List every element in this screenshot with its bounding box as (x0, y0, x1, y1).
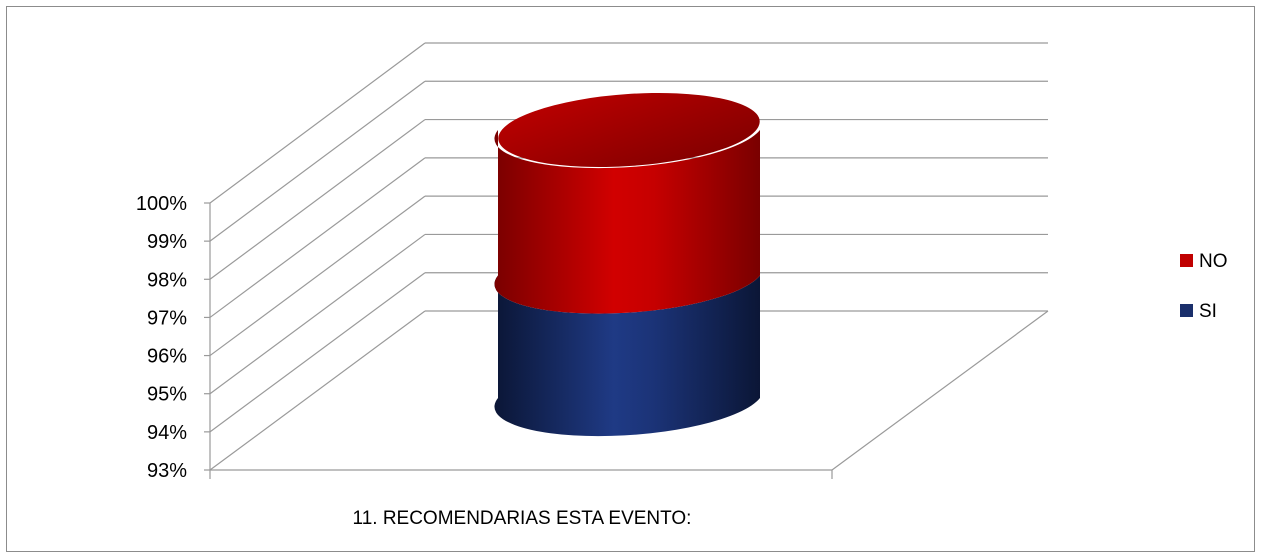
bar-segment-si (494, 275, 760, 437)
legend-swatch-si (1180, 304, 1193, 317)
axis-layer: 93% 94% 95% 96% 97% 98% 99% 100% 11. RECOMENDARI… (136, 193, 692, 529)
legend-label-si: SI (1199, 301, 1217, 322)
y-tick-label: 96% (147, 346, 187, 368)
floor-right-edge (831, 310, 1049, 471)
legend-layer: NO SI (1180, 251, 1228, 322)
gridline-side (209, 310, 426, 471)
bar-segment-no (494, 130, 760, 314)
legend-swatch-no (1180, 254, 1193, 267)
gridline-side (209, 157, 426, 318)
y-tick-label: 93% (147, 460, 187, 482)
legend-label-no: NO (1199, 251, 1228, 272)
category-label: 11. RECOMENDARIAS ESTA EVENTO: (353, 508, 692, 529)
y-tick-label: 99% (147, 231, 187, 253)
gridline-side (209, 42, 426, 204)
gridline-side (209, 80, 426, 242)
y-tick-label: 98% (147, 269, 187, 291)
y-tick-label: 100% (136, 193, 187, 215)
bar-top-cap-no (498, 92, 760, 168)
gridline-side (209, 233, 426, 395)
gridline-side (209, 119, 426, 280)
y-tick-label: 95% (147, 384, 187, 406)
gridline-side (209, 272, 426, 433)
bar-layer (494, 92, 760, 437)
y-tick-label: 97% (147, 307, 187, 329)
gridline-side (209, 195, 426, 357)
y-tick-label: 94% (147, 422, 187, 444)
